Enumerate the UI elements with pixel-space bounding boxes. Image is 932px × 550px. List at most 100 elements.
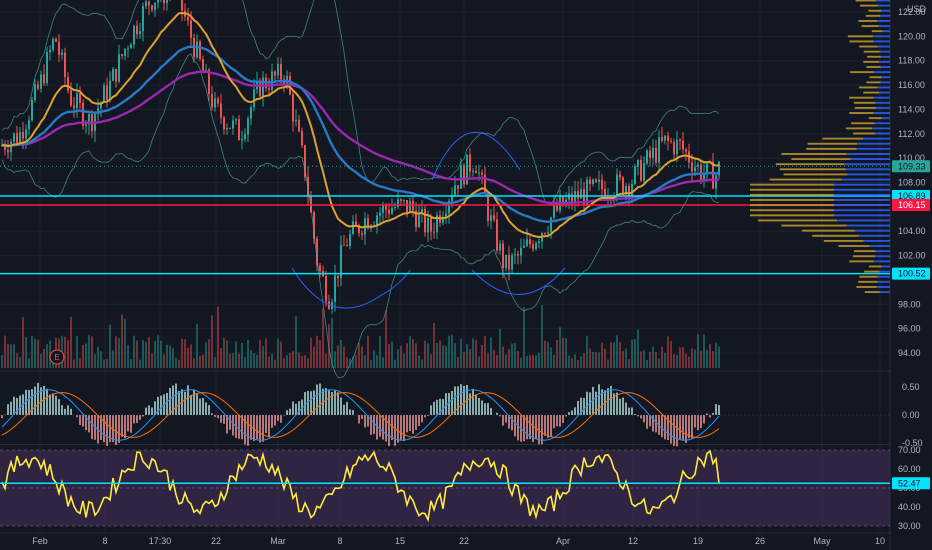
- candle-body: [43, 74, 45, 84]
- macd-bar: [37, 382, 39, 415]
- macd-bar: [529, 415, 531, 440]
- profile-bar: [879, 50, 890, 53]
- volume-bar: [505, 354, 507, 368]
- candle-body: [10, 141, 12, 153]
- profile-bar: [854, 229, 890, 232]
- volume-bar: [652, 346, 654, 368]
- candle-body: [505, 254, 507, 268]
- candle-body: [79, 93, 81, 103]
- candle-body: [214, 98, 216, 108]
- macd-bar: [670, 415, 672, 444]
- volume-bar: [370, 359, 372, 368]
- candle-body: [229, 127, 231, 129]
- profile-bar: [807, 142, 858, 145]
- macd-bar: [394, 415, 396, 446]
- volume-bar: [592, 352, 594, 368]
- rsi-axis-label: 60.00: [898, 464, 921, 474]
- profile-bar: [877, 86, 890, 89]
- macd-bar: [496, 412, 498, 415]
- candle-body: [166, 0, 168, 4]
- profile-bar: [872, 127, 890, 130]
- candle-body: [61, 52, 63, 55]
- macd-bar: [439, 398, 441, 415]
- macd-bar: [223, 415, 225, 424]
- macd-bar: [7, 404, 9, 415]
- candle-body: [655, 147, 657, 163]
- macd-bar: [613, 393, 615, 415]
- macd-bar: [172, 385, 174, 415]
- macd-bar: [688, 415, 690, 439]
- macd-bar: [412, 415, 414, 434]
- candle-body: [631, 183, 633, 197]
- candle-body: [355, 221, 357, 226]
- candle-body: [211, 94, 213, 108]
- macd-bar: [544, 415, 546, 436]
- candle-body: [670, 140, 672, 142]
- volume-bar: [391, 341, 393, 368]
- volume-bar: [292, 351, 294, 368]
- profile-bar: [861, 25, 879, 28]
- macd-bar: [697, 415, 699, 431]
- volume-bar: [73, 359, 75, 368]
- macd-bar: [199, 398, 201, 415]
- candle-body: [253, 89, 255, 108]
- candle-body: [430, 217, 432, 232]
- volume-bar: [436, 343, 438, 368]
- candle-body: [562, 195, 564, 206]
- profile-bar: [858, 20, 878, 22]
- volume-bar: [379, 335, 381, 368]
- candle-body: [475, 170, 477, 174]
- candle-body: [442, 216, 444, 223]
- profile-bar: [855, 0, 877, 2]
- profile-bar: [834, 209, 890, 212]
- macd-bar: [607, 388, 609, 415]
- macd-bar: [127, 415, 129, 432]
- profile-bar: [868, 9, 882, 12]
- volume-bar: [52, 359, 54, 368]
- profile-bar: [850, 71, 875, 74]
- macd-bar: [652, 415, 654, 432]
- candle-body: [55, 38, 57, 42]
- macd-bar: [340, 397, 342, 415]
- profile-bar: [834, 193, 890, 196]
- macd-bar: [532, 415, 534, 443]
- candle-body: [592, 179, 594, 184]
- profile-bar: [812, 234, 859, 237]
- macd-bar: [505, 415, 507, 423]
- candle-body: [4, 145, 6, 150]
- volume-bar: [325, 353, 327, 368]
- macd-bar: [67, 405, 69, 415]
- macd-bar: [55, 395, 57, 415]
- candle-body: [388, 209, 390, 214]
- volume-bar: [526, 355, 528, 368]
- candle-body: [250, 107, 252, 119]
- macd-bar: [154, 401, 156, 415]
- candle-body: [382, 205, 384, 213]
- grid: [0, 0, 890, 532]
- volume-bar: [544, 340, 546, 368]
- volume-bar: [442, 345, 444, 368]
- profile-bar: [871, 30, 883, 33]
- profile-bar: [863, 91, 880, 94]
- volume-bar: [418, 355, 420, 368]
- profile-bar: [879, 291, 890, 294]
- macd-bar: [295, 403, 297, 415]
- volume-bar: [373, 350, 375, 368]
- profile-bar: [869, 265, 882, 268]
- candle-body: [190, 20, 192, 38]
- macd-bar: [454, 386, 456, 415]
- volume-bar: [25, 337, 27, 368]
- rsi-tag: [892, 477, 930, 490]
- volume-bar: [127, 344, 129, 368]
- volume-bar: [571, 358, 573, 368]
- volume-bar: [205, 342, 207, 368]
- macd-bar: [286, 410, 288, 415]
- macd-bar: [196, 393, 198, 415]
- volume-bar: [241, 342, 243, 368]
- macd-bar: [481, 400, 483, 415]
- candle-body: [130, 44, 132, 49]
- volume-bar: [682, 346, 684, 368]
- profile-bar: [882, 30, 890, 33]
- profile-bar: [853, 132, 876, 135]
